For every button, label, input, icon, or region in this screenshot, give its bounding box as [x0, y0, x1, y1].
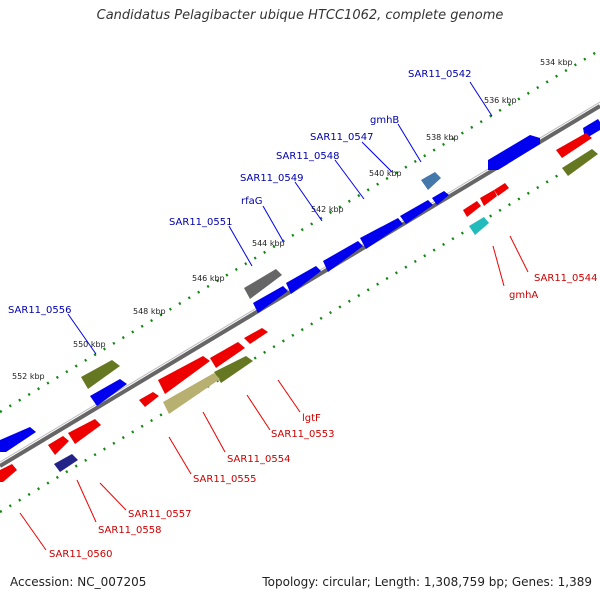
gene-sar11-0558[interactable]	[48, 436, 69, 455]
gene-forward-edge[interactable]	[583, 119, 600, 139]
gene-reverse-navy[interactable]	[54, 454, 78, 472]
gene-forward-edge-left[interactable]	[0, 427, 36, 452]
gene-label-gmhb[interactable]: gmhB	[370, 115, 399, 126]
kbp-label: 538 kbp	[426, 133, 459, 142]
gene-label-gmha[interactable]: gmhA	[509, 290, 538, 301]
gene-label-sar11-0554[interactable]: SAR11_0554	[227, 454, 291, 465]
gene-label-rfag[interactable]: rfaG	[241, 196, 263, 207]
gene-label-sar11-0560[interactable]: SAR11_0560	[49, 549, 113, 560]
kbp-label: 534 kbp	[540, 58, 573, 67]
kbp-label: 548 kbp	[133, 307, 166, 316]
gene-sar11-0551[interactable]	[244, 269, 282, 299]
gene-reverse-edge[interactable]	[556, 133, 592, 158]
gene-gmhb[interactable]	[421, 172, 441, 190]
gene-label-sar11-0553[interactable]: SAR11_0553	[271, 429, 335, 440]
gene-sar11-0542[interactable]	[488, 135, 540, 170]
gene-sar11-0554[interactable]	[214, 356, 253, 383]
gene-label-sar11-0542[interactable]: SAR11_0542	[408, 69, 472, 80]
gene-sar11-0553[interactable]	[210, 342, 245, 368]
gene-label-sar11-0544[interactable]: SAR11_0544	[534, 273, 598, 284]
gene-sar11-0544[interactable]	[463, 201, 481, 217]
gene-forward-mid[interactable]	[253, 286, 288, 313]
gene-label-sar11-0547[interactable]: SAR11_0547	[310, 132, 374, 143]
gene-label-sar11-0549[interactable]: SAR11_0549	[240, 173, 304, 184]
gene-reverse-small-1[interactable]	[480, 190, 497, 206]
gene-label-sar11-0551[interactable]: SAR11_0551	[169, 217, 233, 228]
gene-reverse-khaki[interactable]	[163, 373, 220, 414]
kbp-label: 546 kbp	[192, 274, 225, 283]
gene-reverse-olive[interactable]	[562, 149, 598, 176]
map-title: Candidatus Pelagibacter ubique HTCC1062,…	[96, 8, 504, 23]
gene-label-sar11-0558[interactable]: SAR11_0558	[98, 525, 162, 536]
label-leaders	[19, 81, 529, 551]
gene-gmha[interactable]	[469, 217, 489, 235]
kbp-label: 544 kbp	[252, 239, 285, 248]
gene-label-sar11-0556[interactable]: SAR11_0556	[8, 305, 72, 316]
gene-rfag[interactable]	[286, 266, 321, 294]
gene-forward-left[interactable]	[90, 379, 127, 406]
gene-sar11-0560[interactable]	[0, 464, 17, 482]
gene-sar11-0548[interactable]	[360, 218, 403, 249]
kbp-label: 542 kbp	[311, 205, 344, 214]
reverse-genes	[0, 133, 598, 482]
forward-genes	[0, 119, 600, 452]
kbp-label: 552 kbp	[12, 372, 45, 381]
kbp-label: 536 kbp	[484, 96, 517, 105]
gene-sar11-0549[interactable]	[323, 241, 363, 272]
gene-sar11-0555[interactable]	[158, 356, 210, 394]
gene-forward-small[interactable]	[432, 191, 449, 205]
gene-label-sar11-0548[interactable]: SAR11_0548	[276, 151, 340, 162]
kbp-labels: 534 kbp 536 kbp 538 kbp 540 kbp 542 kbp …	[12, 58, 573, 381]
gene-sar11-0556[interactable]	[81, 360, 120, 389]
gene-reverse-left-small[interactable]	[139, 392, 159, 407]
outer-tick-track	[0, 48, 600, 414]
gene-label-sar11-0557[interactable]: SAR11_0557	[128, 509, 192, 520]
gene-sar11-0557[interactable]	[68, 419, 101, 444]
reverse-gene-labels: SAR11_0544 gmhA lgtF SAR11_0553 SAR11_05…	[49, 273, 598, 560]
forward-gene-labels: SAR11_0542 gmhB SAR11_0547 SAR11_0548 SA…	[8, 69, 472, 316]
topology-text: Topology: circular; Length: 1,308,759 bp…	[262, 575, 592, 589]
kbp-label: 540 kbp	[369, 169, 402, 178]
gene-reverse-small-2[interactable]	[494, 183, 509, 196]
gene-lgtf[interactable]	[244, 328, 268, 344]
gene-sar11-0547[interactable]	[400, 200, 433, 224]
accession-text: Accession: NC_007205	[10, 575, 147, 589]
gene-label-lgtf[interactable]: lgtF	[302, 413, 321, 424]
gene-label-sar11-0555[interactable]: SAR11_0555	[193, 474, 257, 485]
inner-tick-track	[0, 148, 600, 514]
